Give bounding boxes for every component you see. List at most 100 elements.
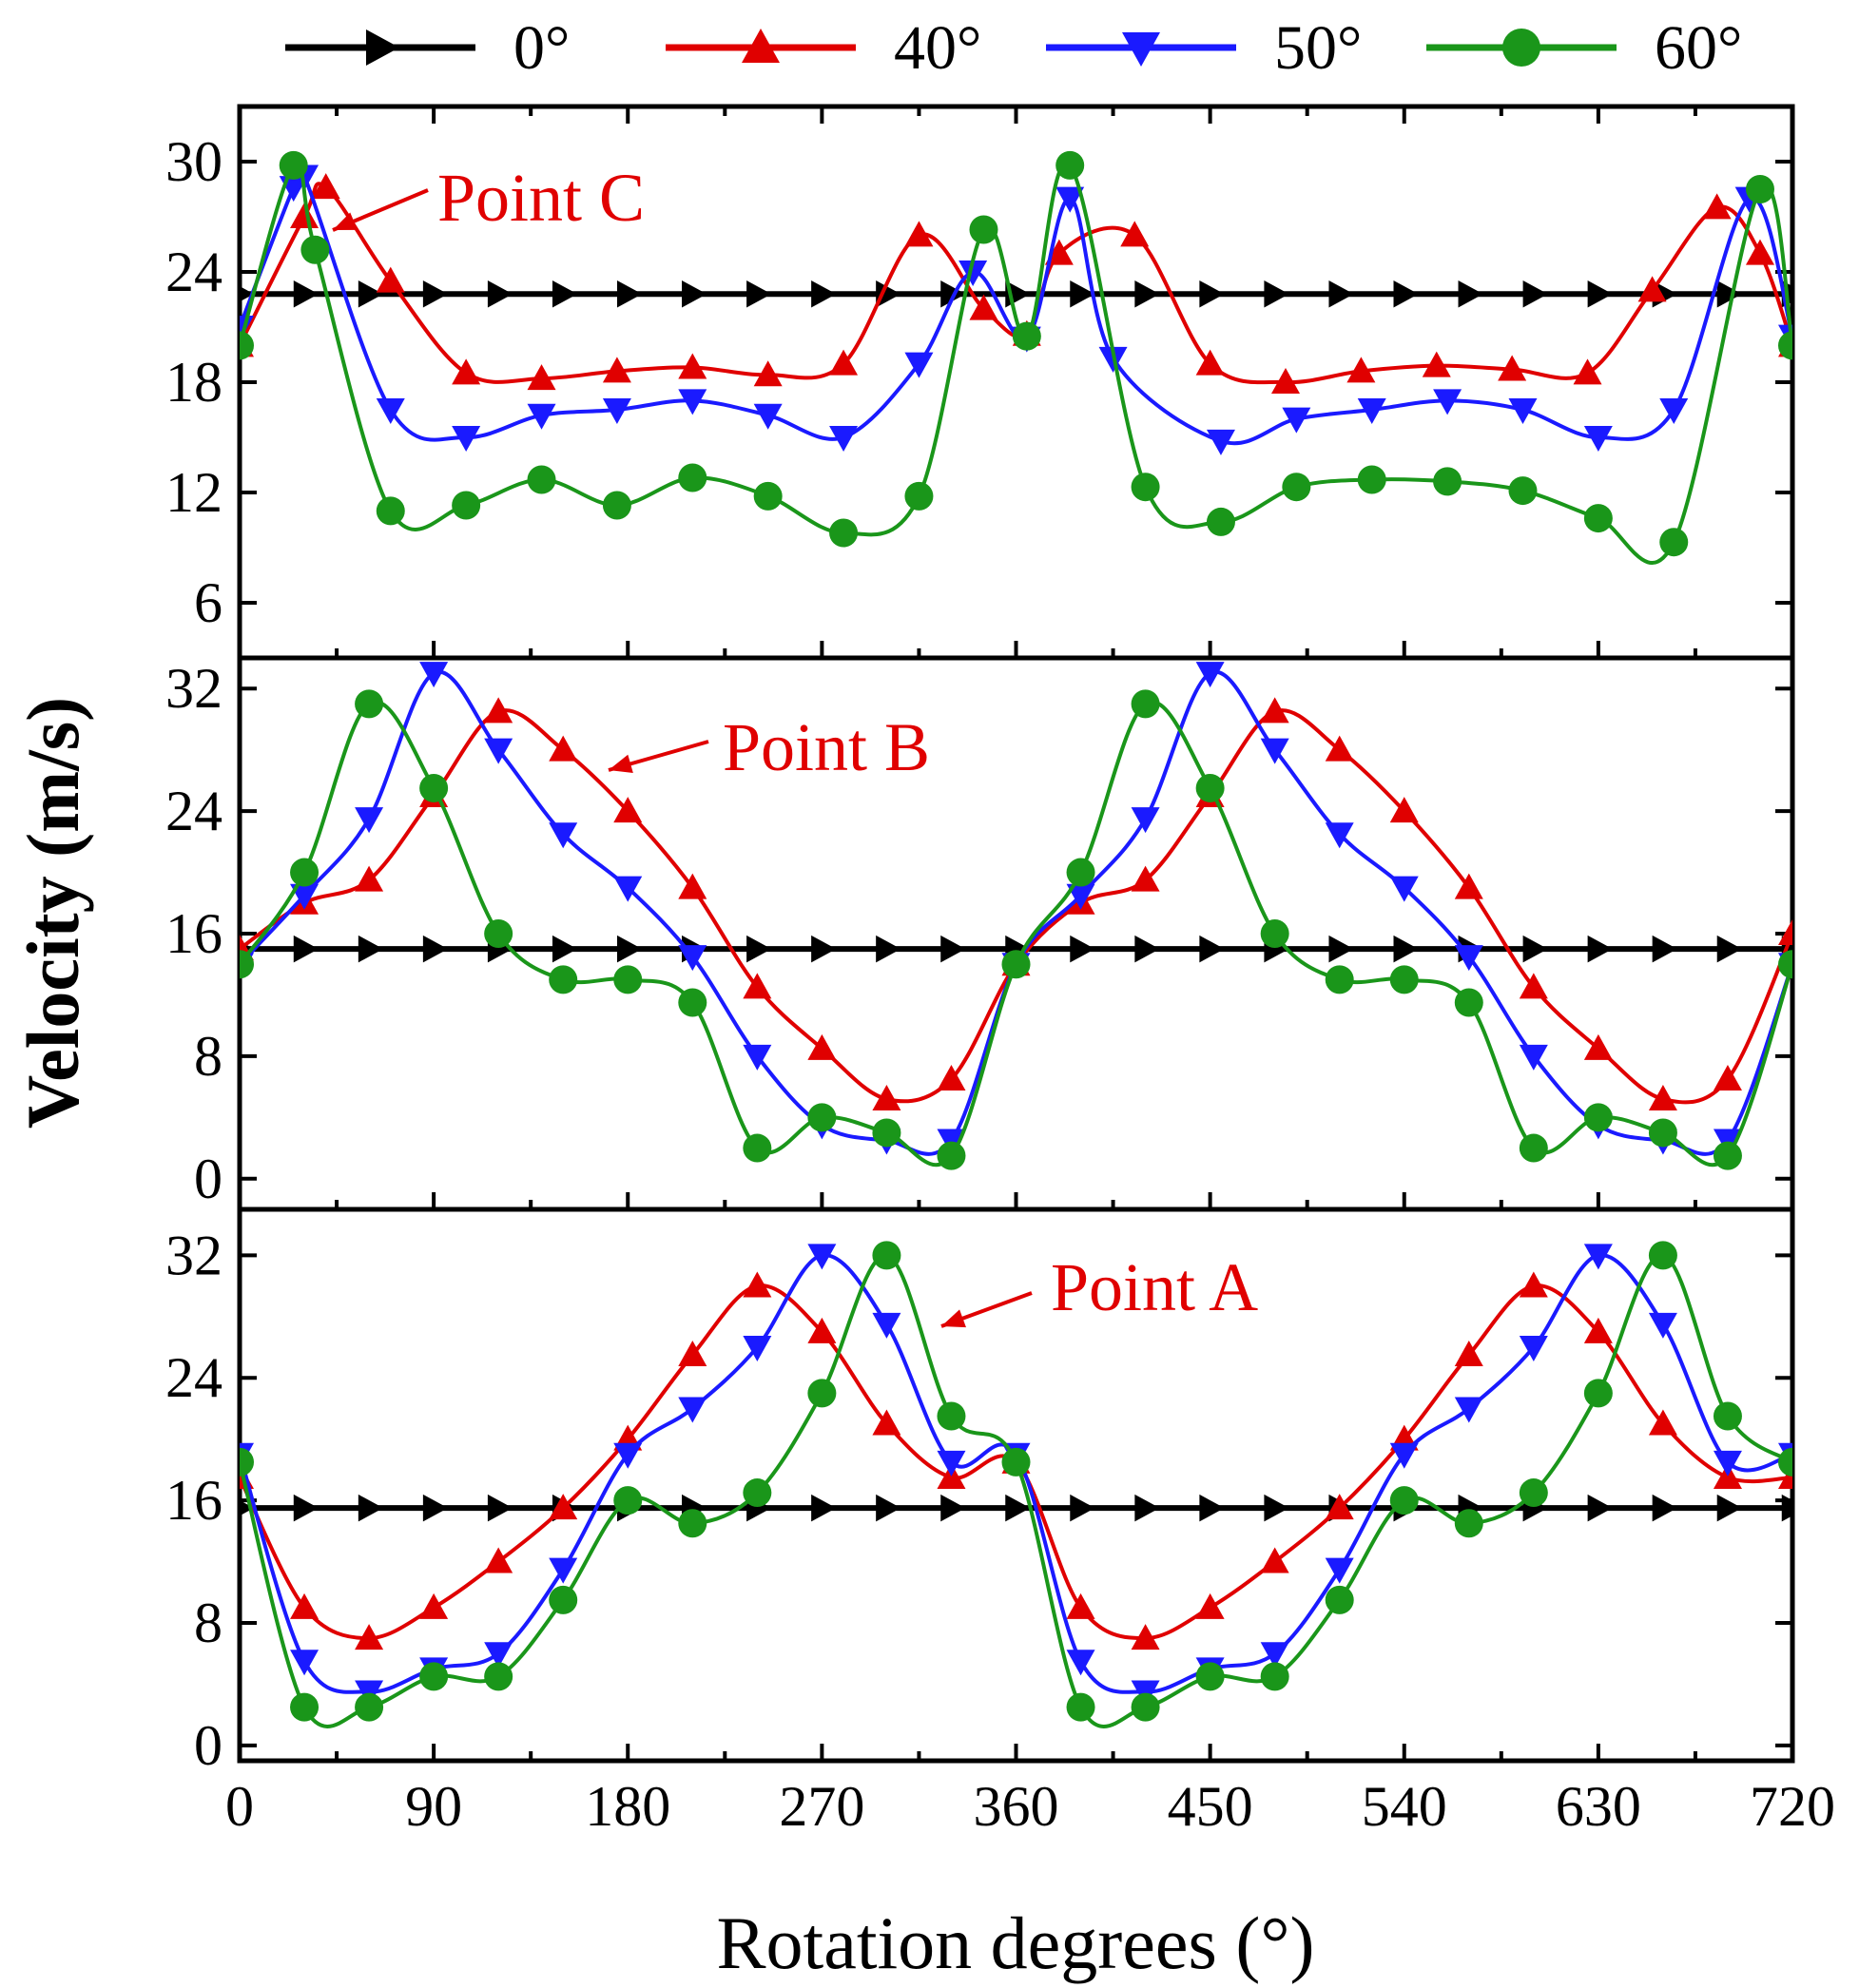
data-point bbox=[1522, 935, 1548, 963]
data-point bbox=[829, 349, 859, 376]
data-point bbox=[549, 1585, 578, 1614]
data-point bbox=[1070, 1494, 1095, 1522]
data-point bbox=[602, 398, 631, 424]
legend-label: 50° bbox=[1274, 13, 1362, 83]
data-point bbox=[1583, 1317, 1613, 1343]
data-point bbox=[1260, 738, 1289, 764]
data-point bbox=[1519, 1271, 1548, 1298]
legend-marker bbox=[742, 29, 780, 63]
data-point bbox=[613, 1486, 643, 1515]
data-point bbox=[355, 1692, 384, 1722]
data-point bbox=[1131, 807, 1160, 834]
y-tick-label: 0 bbox=[194, 1714, 223, 1777]
panel-middle: 0 8 16 24 32 Point B bbox=[165, 655, 1795, 1212]
annotation-arrowhead bbox=[333, 212, 358, 230]
data-point bbox=[1587, 935, 1613, 963]
data-point bbox=[1044, 239, 1074, 265]
data-point bbox=[549, 1557, 578, 1584]
data-point bbox=[1389, 965, 1419, 994]
data-point bbox=[1389, 876, 1419, 902]
data-point bbox=[969, 294, 998, 320]
data-point bbox=[1519, 973, 1548, 999]
data-point bbox=[293, 935, 320, 963]
data-point bbox=[1454, 1341, 1483, 1367]
data-point bbox=[1206, 429, 1235, 455]
legend-item-40deg: 40° bbox=[666, 13, 981, 83]
series-line bbox=[240, 1253, 1792, 1728]
data-point bbox=[829, 518, 859, 548]
y-tick-label: 30 bbox=[165, 130, 223, 193]
data-point bbox=[1357, 398, 1386, 424]
data-point bbox=[940, 1494, 966, 1522]
x-tick-label: 450 bbox=[1168, 1775, 1253, 1838]
data-point bbox=[682, 280, 707, 308]
data-point bbox=[293, 280, 320, 308]
data-point bbox=[1778, 331, 1792, 360]
data-point bbox=[1195, 1662, 1225, 1691]
data-point bbox=[613, 1442, 643, 1469]
legend-label: 40° bbox=[894, 13, 981, 83]
data-point bbox=[678, 1397, 707, 1423]
data-point bbox=[1271, 368, 1301, 394]
data-point bbox=[1433, 467, 1462, 496]
legend: 0° 40° 50° 60° bbox=[285, 13, 1742, 83]
legend-marker bbox=[1122, 32, 1160, 67]
series-line bbox=[240, 700, 1792, 1168]
data-point bbox=[872, 1241, 901, 1270]
data-point bbox=[549, 735, 578, 762]
series-0deg bbox=[240, 1494, 1792, 1522]
data-point bbox=[1066, 1592, 1095, 1619]
data-point bbox=[1508, 476, 1538, 506]
data-point bbox=[1066, 858, 1095, 887]
panel-bottom: 0 8 16 24 32 0 90 180 270 360 450 540 630 720 Point A bbox=[165, 1206, 1835, 1838]
legend-marker bbox=[1502, 29, 1540, 67]
legend-label: 0° bbox=[513, 13, 570, 83]
data-point bbox=[743, 1133, 772, 1163]
y-tick-label: 24 bbox=[165, 780, 223, 842]
y-tick-label: 6 bbox=[194, 571, 223, 634]
x-tick-label: 270 bbox=[779, 1775, 864, 1838]
data-point bbox=[290, 883, 320, 910]
data-point bbox=[1745, 239, 1774, 265]
data-point bbox=[527, 465, 556, 494]
data-point bbox=[484, 738, 513, 764]
data-point bbox=[376, 398, 405, 424]
y-tick-label: 24 bbox=[165, 241, 223, 303]
data-point bbox=[1134, 280, 1160, 308]
data-point bbox=[290, 1592, 320, 1619]
x-tick-label: 0 bbox=[225, 1775, 254, 1838]
data-point bbox=[293, 1494, 320, 1522]
data-point bbox=[1648, 1312, 1677, 1339]
data-point bbox=[617, 280, 643, 308]
data-point bbox=[1260, 1642, 1289, 1669]
series-0deg bbox=[240, 280, 1792, 308]
data-point bbox=[1393, 280, 1419, 308]
data-point bbox=[678, 1341, 707, 1367]
data-point bbox=[807, 1103, 837, 1132]
data-point bbox=[527, 364, 556, 391]
annotation-label: Point A bbox=[1051, 1249, 1258, 1325]
plot-frame bbox=[237, 655, 1795, 1212]
data-point bbox=[1206, 507, 1235, 536]
data-point bbox=[240, 331, 254, 360]
data-point bbox=[940, 935, 966, 963]
data-point bbox=[1001, 1447, 1031, 1477]
data-point bbox=[452, 426, 481, 452]
data-point bbox=[1587, 280, 1613, 308]
annotation-label: Point B bbox=[723, 709, 930, 785]
panel-top: 6 12 18 24 30 Point C bbox=[165, 104, 1795, 661]
data-point bbox=[1134, 935, 1160, 963]
data-point bbox=[355, 689, 384, 719]
data-point bbox=[678, 463, 707, 492]
data-point bbox=[1433, 389, 1462, 415]
series-0deg bbox=[240, 935, 1792, 963]
data-point bbox=[743, 1336, 772, 1361]
data-point bbox=[1498, 355, 1527, 381]
data-point bbox=[613, 797, 643, 823]
x-tick-label: 180 bbox=[585, 1775, 670, 1838]
data-point bbox=[1713, 1450, 1742, 1477]
data-point bbox=[743, 1044, 772, 1071]
data-point bbox=[1522, 280, 1548, 308]
data-point bbox=[1325, 1585, 1354, 1614]
data-point bbox=[240, 1447, 254, 1477]
